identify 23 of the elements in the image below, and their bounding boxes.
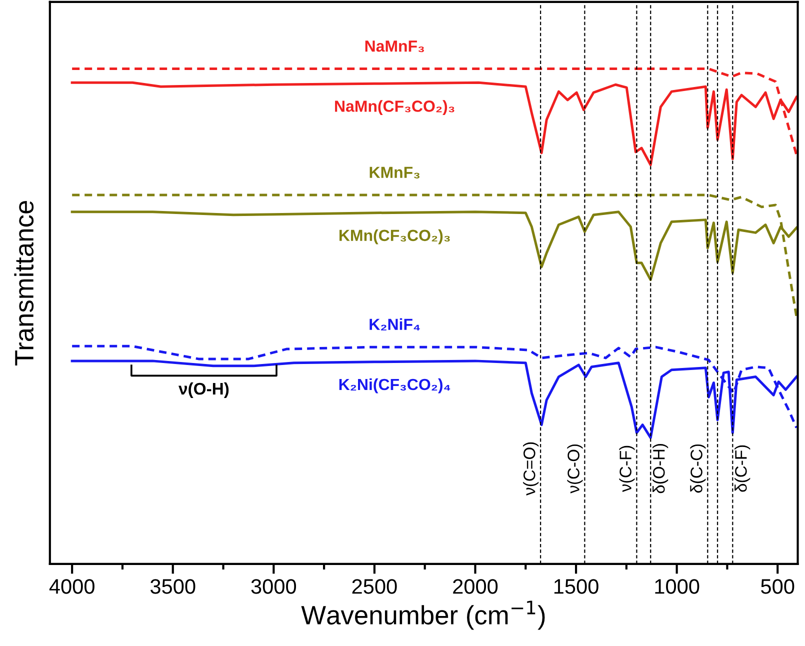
x-tick-label: 1500: [554, 579, 598, 594]
x-tick-label: 1000: [655, 579, 700, 594]
x-tick-label: 3500: [150, 579, 196, 594]
series-label: K₂Ni(CF₃CO₂)₄: [339, 378, 450, 394]
series-label: NaMnF₃: [365, 40, 424, 52]
series-label: NaMn(CF₃CO₂)₃: [335, 100, 454, 116]
ref-line-label: ν(C-F): [619, 446, 635, 492]
series-label: KMnF₃: [370, 166, 420, 178]
y-axis-title: Transmittance: [14, 201, 34, 366]
x-tick-label: 2500: [352, 579, 397, 594]
ref-line-label: ν(C=O): [523, 442, 539, 496]
x-tick-label: 3000: [251, 579, 296, 594]
ref-line-label: ν(C-O): [567, 444, 583, 494]
x-tick-label: 2000: [453, 579, 498, 594]
x-tick-label: 500: [761, 579, 794, 594]
series-label: K₂NiF₄: [370, 318, 420, 330]
annotation: ν(O-H): [178, 382, 229, 398]
series-label: KMn(CF₃CO₂)₃: [340, 229, 450, 244]
x-axis-title: Wavenumber (cm$^{−1}$): [301, 600, 545, 630]
x-tick-label: 4000: [49, 579, 94, 594]
ref-line-label: δ(C-C): [690, 444, 706, 493]
ref-line-label: δ(C-F): [734, 445, 750, 492]
ref-line-label: δ(O-H): [652, 444, 668, 494]
